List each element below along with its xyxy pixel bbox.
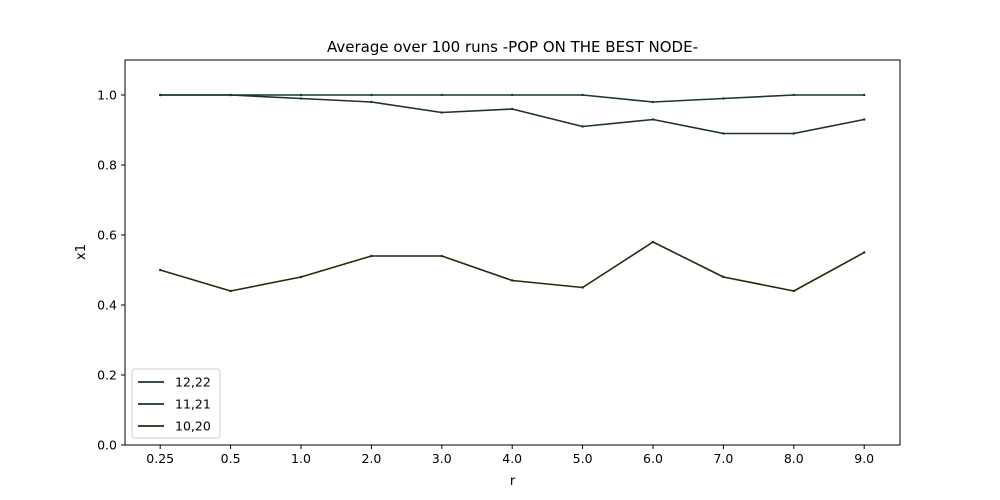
data-point [722,275,725,279]
x-tick-label: 5.0 [573,451,593,466]
data-point [440,254,443,258]
data-point [299,275,303,279]
data-point [440,93,443,97]
legend-label: 11,21 [175,397,211,412]
data-point [651,240,655,244]
data-point [863,93,866,97]
series-layer [159,93,866,293]
chart-title: Average over 100 runs -POP ON THE BEST N… [327,38,698,56]
y-tick-label: 0.0 [97,438,117,453]
data-point [159,268,162,272]
data-point [229,93,232,97]
data-point [229,289,232,293]
x-tick-label: 7.0 [713,451,733,466]
y-axis: 0.0 0.2 0.4 0.6 0.8 1.0 [97,88,125,453]
y-tick-label: 0.2 [97,368,117,383]
y-axis-label: x1 [74,244,89,260]
x-tick-label: 8.0 [784,451,804,466]
y-tick-label: 0.8 [97,158,117,173]
series-line-2 [160,94,865,135]
data-point [370,100,373,104]
legend-label: 12,22 [175,375,211,390]
data-point [440,111,443,114]
x-tick-label: 2.0 [361,451,381,466]
series-line-3 [159,241,865,292]
y-tick-label: 0.6 [97,228,117,243]
data-point [370,93,373,97]
y-tick-label: 0.4 [97,298,117,313]
x-tick-label: 0.5 [221,451,241,466]
legend-box [131,368,221,439]
data-point [722,132,725,135]
x-tick-label: 4.0 [502,451,522,466]
data-point [370,254,373,258]
data-point [792,132,795,135]
legend-label: 10,20 [175,419,211,434]
data-point [651,100,655,104]
x-axis-label: r [510,474,516,489]
data-point [511,93,514,97]
plot-area [124,59,901,446]
data-point [581,125,584,128]
data-point [651,118,655,121]
data-point [792,93,795,97]
x-tick-label: 1.0 [291,451,311,466]
y-tick-label: 1.0 [97,88,117,103]
data-point [792,289,795,293]
data-point [511,279,514,282]
data-point [581,93,584,97]
data-point [299,93,303,97]
x-tick-label: 6.0 [643,451,663,466]
x-axis: 0.25 0.5 1.0 2.0 3.0 4.0 5.0 6.0 7.0 8.0 9.0 [146,445,874,466]
x-tick-label: 0.25 [146,451,174,466]
x-tick-label: 3.0 [432,451,452,466]
data-point [511,107,514,111]
data-point [863,251,866,254]
legend: 12,22 11,21 10,20 [131,368,221,439]
data-point [581,286,584,289]
data-point [159,93,162,97]
data-point [722,97,725,100]
x-tick-label: 9.0 [854,451,874,466]
data-point [863,118,866,121]
data-point [299,97,303,100]
